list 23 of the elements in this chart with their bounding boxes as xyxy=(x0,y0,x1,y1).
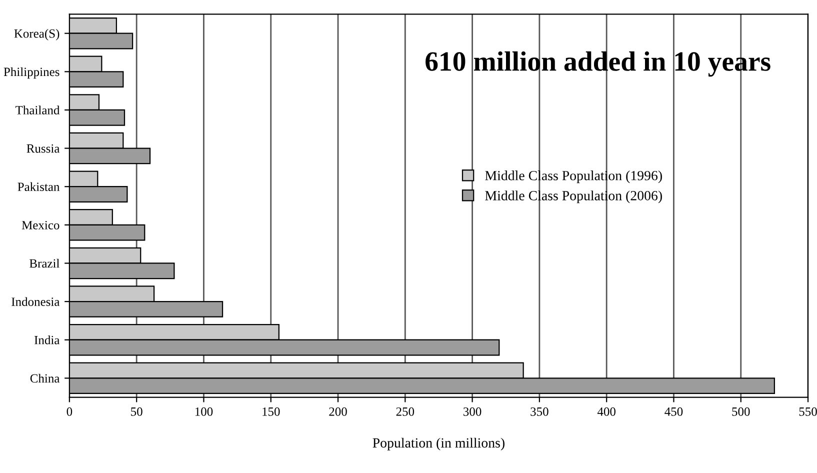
x-tick-label: 400 xyxy=(597,407,616,416)
x-axis-title: Population (in millions) xyxy=(372,438,504,450)
y-tick-label: China xyxy=(30,374,60,383)
x-tick-label: 450 xyxy=(664,407,683,416)
x-tick-label: 200 xyxy=(329,407,347,416)
x-tick-label: 550 xyxy=(799,407,817,416)
x-tick-label: 100 xyxy=(195,407,213,416)
y-tick-label: India xyxy=(34,336,60,344)
x-tick-label: 500 xyxy=(732,407,750,416)
y-tick-label: Russia xyxy=(26,144,60,153)
y-tick-label: Mexico xyxy=(22,220,60,230)
y-tick-label: Indonesia xyxy=(12,297,60,306)
y-tick-label: Thailand xyxy=(16,106,60,114)
x-tick-label: 250 xyxy=(396,407,414,416)
x-tick-label: 50 xyxy=(131,407,142,416)
x-tick-label: 350 xyxy=(530,407,548,416)
y-tick-label: Pakistan xyxy=(18,182,60,192)
x-tick-label: 300 xyxy=(464,407,482,416)
y-tick-label: Philippines xyxy=(4,67,60,79)
x-tick-label: 150 xyxy=(262,407,280,416)
x-tick-label: 0 xyxy=(66,407,72,416)
y-tick-label: Brazil xyxy=(30,258,60,268)
y-tick-label: Korea(S) xyxy=(14,29,60,40)
